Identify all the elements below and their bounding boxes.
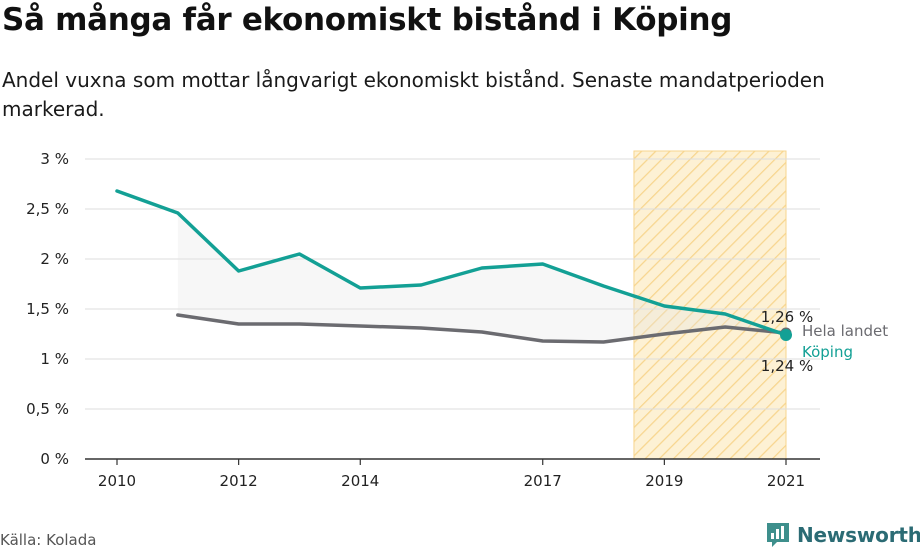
chart-subtitle: Andel vuxna som mottar långvarigt ekonom… [2, 68, 825, 121]
y-tick-label: 0 % [40, 450, 69, 468]
y-tick-label: 2,5 % [26, 200, 69, 218]
brand-name: Newsworthy [797, 523, 920, 547]
end-point-koping [780, 329, 792, 341]
end-value-koping: 1,24 % [761, 357, 813, 375]
y-tick-label: 2 % [40, 250, 69, 268]
end-value-hela-landet: 1,26 % [761, 308, 813, 326]
y-tick-label: 3 % [40, 150, 69, 168]
series-line-hela-landet [176, 313, 788, 344]
x-tick-label: 2019 [645, 472, 683, 490]
x-tick-label: 2010 [98, 472, 136, 490]
difference-area [177, 213, 786, 342]
source-note: Källa: Kolada [0, 531, 97, 549]
x-tick-label: 2014 [341, 472, 379, 490]
y-tick-label: 1,5 % [26, 300, 69, 318]
bar-chart-speech-bubble-icon [767, 523, 789, 547]
y-tick-label: 1 % [40, 350, 69, 368]
series-label-hela-landet: Hela landet [802, 322, 888, 340]
x-tick-label: 2021 [767, 472, 805, 490]
x-tick-label: 2012 [220, 472, 258, 490]
y-tick-label: 0,5 % [26, 400, 69, 418]
brand-logo: Newsworthy [765, 520, 920, 550]
x-tick-label: 2017 [524, 472, 562, 490]
chart-title: Så många får ekonomiskt bistånd i Köping [2, 2, 733, 38]
series-label-koping: Köping [802, 343, 853, 361]
series-line-köping [115, 189, 788, 337]
